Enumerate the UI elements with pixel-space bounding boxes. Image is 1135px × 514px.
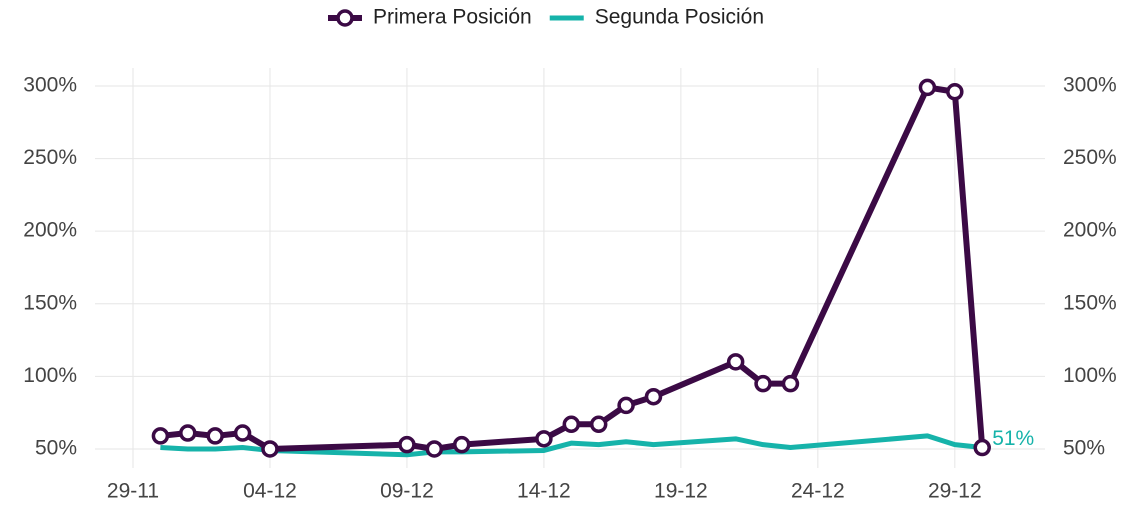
series-line <box>160 433 983 458</box>
y-tick-label: 150% <box>23 291 77 314</box>
point <box>617 396 635 415</box>
point <box>781 374 800 393</box>
legend-marker <box>336 9 354 27</box>
y-tick-label: 200% <box>23 219 77 242</box>
x-tick-label: 14-12 <box>517 480 571 503</box>
point <box>206 427 224 445</box>
y-tick-label: 100% <box>23 364 77 387</box>
legend-label: Primera Posición <box>373 6 532 29</box>
value-label: 51% <box>992 427 1034 450</box>
point <box>179 424 197 442</box>
y2-tick-label: 50% <box>1063 437 1105 460</box>
point <box>754 374 772 393</box>
x-tick-label: 04-12 <box>243 480 297 503</box>
point <box>233 424 252 442</box>
y-tick-label: 250% <box>23 146 77 169</box>
y2-tick-label: 300% <box>1063 74 1117 97</box>
y-tick-label: 300% <box>23 74 77 97</box>
point <box>452 435 471 454</box>
point <box>261 440 279 458</box>
point <box>644 387 663 406</box>
point <box>562 415 581 434</box>
y-tick-label: 50% <box>35 437 77 460</box>
point <box>425 440 444 458</box>
legend: Primera Posición Segunda Posición <box>328 6 764 29</box>
point <box>151 427 170 445</box>
x-tick-label: 24-12 <box>791 480 845 503</box>
point <box>398 435 416 454</box>
legend-label: Segunda Posición <box>595 6 764 29</box>
point <box>535 430 553 448</box>
y2-tick-label: 200% <box>1063 219 1117 242</box>
point <box>918 78 937 97</box>
y2-tick-label: 100% <box>1063 364 1117 387</box>
x-tick-label: 19-12 <box>654 480 708 503</box>
x-tick-label: 09-12 <box>380 480 434 503</box>
x-tick-label: 29-11 <box>107 480 159 503</box>
point <box>946 83 964 101</box>
point <box>589 415 608 434</box>
series-line <box>160 84 986 452</box>
point <box>726 353 745 371</box>
x-tick-label: 29-12 <box>928 480 982 503</box>
y2-tick-label: 150% <box>1063 291 1117 314</box>
y2-tick-label: 250% <box>1063 146 1117 169</box>
point <box>973 438 991 457</box>
